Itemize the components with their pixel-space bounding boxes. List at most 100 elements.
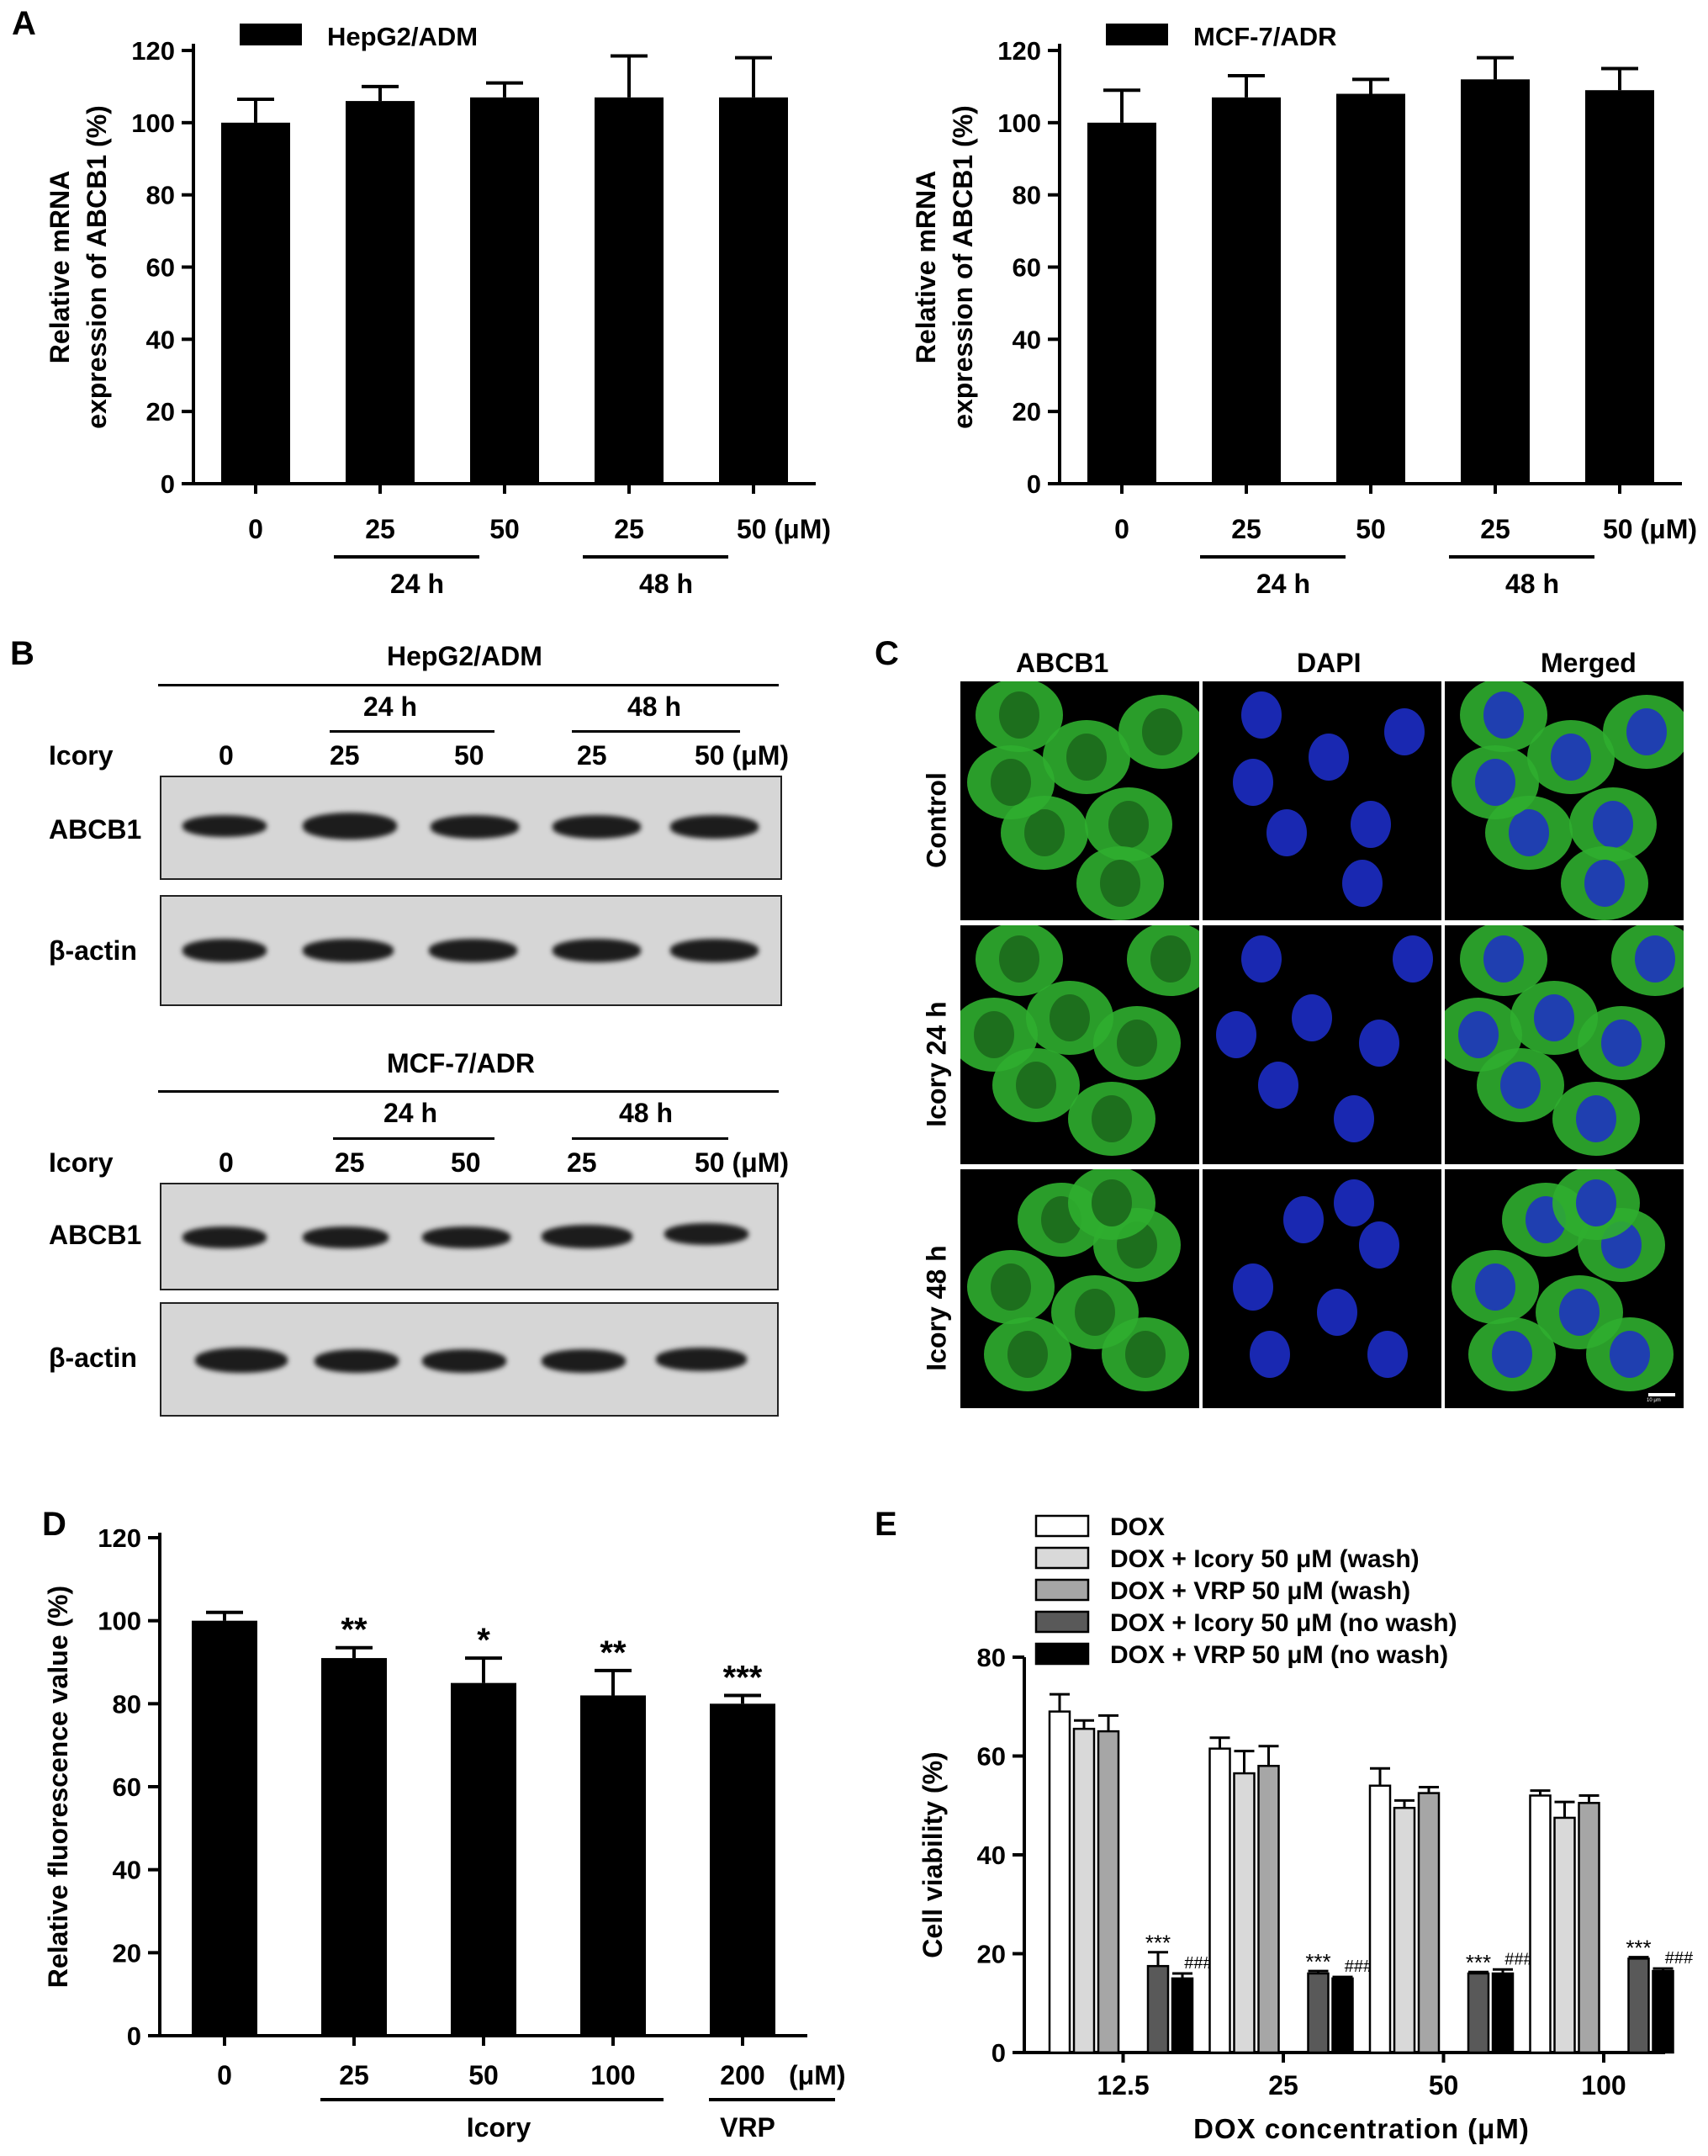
band <box>422 1349 506 1373</box>
bar <box>1212 97 1281 485</box>
bar <box>1307 1972 1330 2054</box>
blot2-top-line <box>158 1090 779 1093</box>
band <box>182 1226 267 1248</box>
bar <box>1652 1969 1674 2054</box>
band <box>195 1348 288 1373</box>
x-tick-label: 12.5 <box>1097 2070 1149 2100</box>
band <box>542 1225 632 1248</box>
cell-nucleus <box>1635 935 1675 983</box>
cell-nucleus <box>1258 1062 1298 1109</box>
x-tick-label: 25 <box>1268 2070 1298 2100</box>
micrograph-cells <box>960 925 1199 1156</box>
y-tick-label: 100 <box>131 109 175 138</box>
y-tick-label: 60 <box>113 1772 141 1802</box>
legend-swatch <box>1034 1642 1090 1666</box>
cell-nucleus-shadow <box>1007 1331 1048 1378</box>
y-tick-label: 60 <box>146 253 175 283</box>
bar <box>1336 93 1405 484</box>
group-label: 48 h <box>639 569 693 599</box>
bar <box>1461 79 1530 484</box>
bar <box>1208 1747 1231 2054</box>
significance-mark: ** <box>341 1612 368 1649</box>
significance-mark: *** <box>723 1659 763 1696</box>
cell-nucleus <box>1216 1011 1256 1058</box>
bar <box>710 1703 775 2036</box>
cell-nucleus <box>1458 1011 1499 1058</box>
cell-nucleus <box>1384 708 1425 755</box>
y-tick-label: 80 <box>113 1689 141 1719</box>
chart-a-mcf7: 0 20 40 60 80 100 120 0 25 50 25 50 (μM) 24 h 48 h MCF… <box>911 22 1697 599</box>
blot2-time-24h-line <box>333 1137 494 1140</box>
y-tick-label: 120 <box>997 36 1041 66</box>
group-label: VRP <box>720 2112 775 2143</box>
cell-nucleus <box>1309 734 1349 781</box>
significance-mark: ** <box>600 1634 627 1671</box>
legend-label: DOX + Icory 50 μM (wash) <box>1110 1545 1420 1573</box>
microscopy-panel: ABCB1 DAPI Merged Control Icory 24 h Ico… <box>908 622 1699 1464</box>
blot1-dose-2: 50 <box>454 740 484 771</box>
cell-nucleus <box>1250 1331 1290 1378</box>
micrograph-cells <box>1445 925 1684 1156</box>
cell-nucleus-shadow <box>1142 708 1182 755</box>
cell-nucleus-shadow <box>1108 801 1149 848</box>
blot1-time-24h: 24 h <box>363 691 418 722</box>
bar <box>1578 1802 1600 2054</box>
micrograph-tile <box>960 1169 1199 1408</box>
significance-mark: * <box>477 1622 490 1659</box>
bar <box>1048 1710 1071 2054</box>
blot1-actin-membrane <box>160 895 782 1006</box>
band <box>656 1348 747 1371</box>
group-label: 24 h <box>1256 569 1310 599</box>
band <box>182 815 267 837</box>
y-tick-label: 40 <box>113 1856 141 1885</box>
blot1-dose-3: 25 <box>577 740 607 771</box>
blot1-row-abcb1: ABCB1 <box>49 814 142 845</box>
cell-nucleus <box>1610 1331 1650 1378</box>
y-tick-label: 100 <box>98 1607 141 1636</box>
micrograph-tile <box>1445 1169 1684 1408</box>
blot1-dose-0: 0 <box>219 740 234 771</box>
significance-mark: ### <box>1345 1957 1373 1976</box>
band <box>303 1226 389 1248</box>
blot1-row-actin: β-actin <box>49 935 137 966</box>
cell-nucleus-shadow <box>1016 1062 1056 1109</box>
legend-label: DOX + Icory 50 μM (no wash) <box>1110 1609 1457 1637</box>
x-unit-label: (μM) <box>789 2060 846 2090</box>
x-tick-label: 100 <box>590 2060 635 2090</box>
blot1-time-48h-line <box>572 730 740 733</box>
cell-nucleus <box>1393 935 1433 983</box>
legend-label: MCF-7/ADR <box>1193 22 1337 51</box>
band <box>553 939 641 962</box>
cell-nucleus <box>1483 935 1524 983</box>
cell-nucleus-shadow <box>1092 1095 1132 1142</box>
cell-nucleus <box>1367 1331 1408 1378</box>
bar <box>1467 1972 1490 2054</box>
blot1-dose-4: 50 (μM) <box>695 740 790 771</box>
cell-nucleus-shadow <box>1024 809 1065 856</box>
blot2-dose-3: 25 <box>567 1147 597 1178</box>
bar <box>1393 1806 1416 2054</box>
cell-nucleus <box>1601 1020 1642 1067</box>
cell-nucleus-shadow <box>1092 1179 1132 1226</box>
blot1-time-48h: 48 h <box>627 691 682 722</box>
cell-nucleus <box>1283 1196 1324 1243</box>
cell-nucleus-shadow <box>999 691 1039 739</box>
blot2-dose-2: 50 <box>451 1147 481 1178</box>
band <box>553 815 641 839</box>
cell-nucleus <box>1576 1095 1616 1142</box>
blot1-time-24h-line <box>330 730 494 733</box>
bar <box>1368 1784 1392 2054</box>
cell-nucleus <box>1233 759 1273 806</box>
bar <box>346 101 415 484</box>
cell-nucleus <box>1266 809 1307 856</box>
bar <box>1087 122 1156 485</box>
bar <box>1585 90 1654 484</box>
legend-label: HepG2/ADM <box>327 22 478 51</box>
cell-nucleus-shadow <box>1125 1331 1166 1378</box>
bar <box>221 122 290 485</box>
blot2-cell-line: MCF-7/ADR <box>387 1048 535 1078</box>
significance-mark: *** <box>1466 1950 1491 1975</box>
cell-nucleus-shadow <box>1117 1020 1157 1067</box>
cell-nucleus <box>1534 994 1574 1041</box>
cell-nucleus-shadow <box>1050 994 1090 1041</box>
